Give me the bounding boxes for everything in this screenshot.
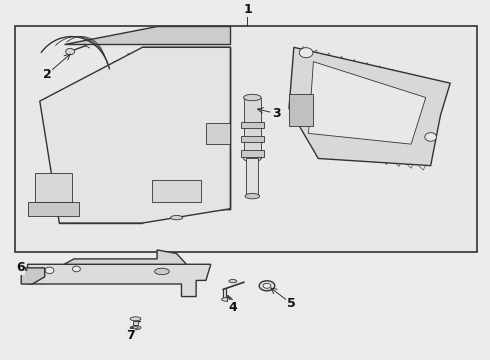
Ellipse shape <box>244 94 261 101</box>
Circle shape <box>425 133 437 141</box>
Ellipse shape <box>155 268 169 275</box>
Polygon shape <box>27 202 79 216</box>
Circle shape <box>73 266 80 272</box>
Ellipse shape <box>130 326 141 330</box>
Polygon shape <box>152 180 201 202</box>
Polygon shape <box>241 136 264 142</box>
Bar <box>15 26 477 252</box>
Polygon shape <box>289 47 450 166</box>
Polygon shape <box>35 173 72 202</box>
Polygon shape <box>64 250 186 264</box>
Polygon shape <box>289 94 314 126</box>
Ellipse shape <box>130 317 141 321</box>
Ellipse shape <box>133 327 138 329</box>
Polygon shape <box>309 62 426 144</box>
Polygon shape <box>40 47 230 223</box>
Polygon shape <box>206 123 230 144</box>
Circle shape <box>45 267 54 274</box>
Ellipse shape <box>259 281 275 291</box>
Ellipse shape <box>263 283 271 288</box>
Text: 6: 6 <box>16 261 24 274</box>
Polygon shape <box>143 47 230 209</box>
Ellipse shape <box>221 298 231 301</box>
Circle shape <box>66 48 74 55</box>
Text: 2: 2 <box>43 68 51 81</box>
Ellipse shape <box>245 193 260 199</box>
Polygon shape <box>21 268 45 284</box>
Text: 4: 4 <box>228 301 237 314</box>
Ellipse shape <box>229 279 237 283</box>
Polygon shape <box>27 264 211 297</box>
Text: 3: 3 <box>272 107 281 120</box>
Ellipse shape <box>244 155 261 162</box>
Polygon shape <box>244 98 261 158</box>
Polygon shape <box>64 26 230 44</box>
Circle shape <box>299 48 313 58</box>
Text: 7: 7 <box>126 329 135 342</box>
Text: 1: 1 <box>243 3 252 16</box>
Polygon shape <box>241 150 264 157</box>
Polygon shape <box>241 122 264 128</box>
Text: 5: 5 <box>287 297 296 310</box>
Polygon shape <box>133 320 138 325</box>
Ellipse shape <box>171 216 183 220</box>
Polygon shape <box>246 158 258 194</box>
